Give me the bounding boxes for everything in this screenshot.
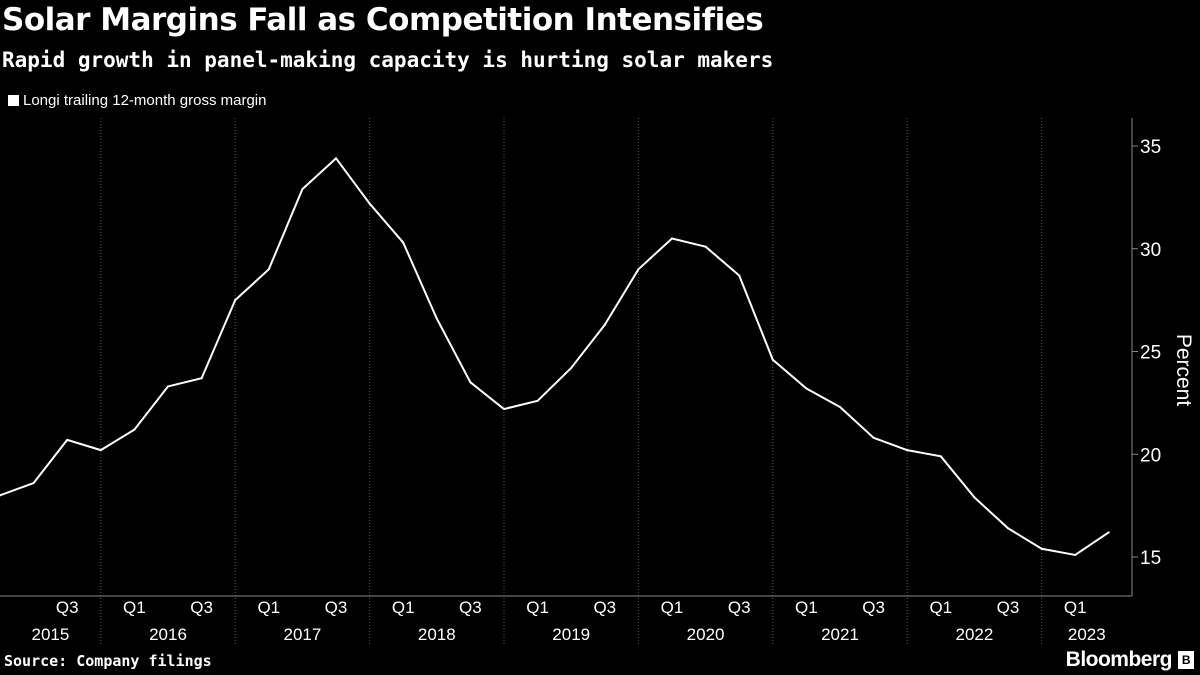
y-tick-label: 30 [1140, 240, 1161, 261]
data-point [267, 268, 270, 271]
data-point [0, 494, 1, 497]
brand-mark-icon: B [1178, 651, 1194, 669]
quarter-tick-label: Q1 [929, 598, 952, 617]
data-point [503, 408, 505, 411]
data-point [973, 496, 976, 499]
data-point [335, 157, 337, 160]
year-tick-label: 2022 [955, 625, 993, 644]
brand-name: Bloomberg [1065, 648, 1173, 671]
chart-title: Solar Margins Fall as Competition Intens… [2, 2, 764, 38]
quarter-tick-label: Q1 [526, 598, 549, 617]
data-point [1074, 553, 1077, 556]
quarter-tick-label: Q3 [325, 598, 348, 617]
quarter-tick-label: Q1 [123, 598, 146, 617]
quarter-tick-label: Q1 [795, 598, 818, 617]
data-point [805, 387, 808, 390]
data-point [234, 299, 237, 302]
year-tick-label: 2015 [31, 625, 69, 644]
legend-swatch [8, 95, 19, 106]
data-point [32, 482, 35, 485]
data-point [167, 385, 169, 388]
data-point [671, 237, 673, 240]
year-tick-label: 2020 [687, 625, 725, 644]
quarter-tick-label: Q3 [593, 598, 616, 617]
quarter-tick-label: Q1 [257, 598, 280, 617]
year-tick-label: 2018 [418, 625, 456, 644]
data-point [704, 245, 707, 248]
data-point [839, 405, 841, 408]
legend-label: Longi trailing 12-month gross margin [23, 92, 267, 109]
data-point [1107, 531, 1110, 534]
data-point [939, 455, 942, 458]
data-point [402, 241, 405, 244]
data-point [570, 366, 573, 369]
data-point [435, 317, 438, 320]
data-point [1040, 547, 1043, 550]
year-tick-label: 2019 [552, 625, 590, 644]
data-point [872, 436, 875, 439]
chart-subtitle: Rapid growth in panel-making capacity is… [2, 48, 774, 72]
data-point [771, 358, 774, 361]
quarter-tick-label: Q1 [1064, 598, 1087, 617]
data-point [1007, 527, 1009, 530]
quarter-tick-label: Q3 [862, 598, 885, 617]
y-tick-label: 35 [1140, 137, 1161, 158]
data-point [99, 449, 102, 452]
y-tick-label: 15 [1140, 548, 1161, 569]
quarter-tick-label: Q1 [392, 598, 415, 617]
year-tick-label: 2016 [149, 625, 187, 644]
year-tick-label: 2023 [1068, 625, 1106, 644]
data-point [301, 188, 304, 191]
year-tick-label: 2017 [283, 625, 321, 644]
y-tick-label: 20 [1140, 445, 1161, 466]
y-tick-label: 25 [1140, 343, 1161, 364]
data-point [738, 274, 741, 277]
data-point [536, 399, 539, 402]
data-point [637, 268, 640, 271]
data-point [133, 428, 136, 431]
legend: Longi trailing 12-month gross margin [8, 92, 266, 109]
quarter-tick-label: Q3 [190, 598, 213, 617]
y-axis-title: Percent [1172, 334, 1195, 407]
series-line [0, 157, 1110, 556]
quarter-tick-label: Q3 [56, 598, 79, 617]
quarter-tick-label: Q3 [728, 598, 751, 617]
quarter-tick-label: Q1 [661, 598, 684, 617]
bloomberg-logo: Bloomberg B [1066, 648, 1194, 672]
data-point [603, 323, 606, 326]
data-point [469, 381, 472, 384]
data-point [200, 377, 203, 380]
data-point [368, 202, 371, 205]
data-point [906, 449, 909, 452]
quarter-tick-label: Q3 [459, 598, 482, 617]
year-tick-label: 2021 [821, 625, 859, 644]
quarter-tick-label: Q3 [997, 598, 1020, 617]
source-note: Source: Company filings [4, 652, 212, 670]
data-point [66, 438, 69, 441]
